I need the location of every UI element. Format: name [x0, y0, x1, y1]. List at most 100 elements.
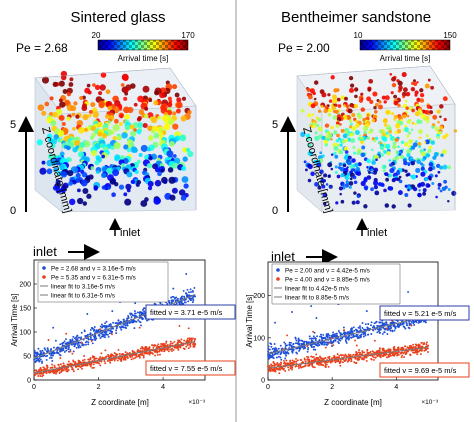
data-point	[307, 358, 310, 361]
data-point	[295, 357, 297, 360]
data-point	[81, 367, 83, 370]
particle	[385, 177, 389, 182]
data-point	[352, 326, 355, 329]
data-point	[386, 323, 388, 326]
data-point	[194, 338, 196, 340]
data-point	[73, 337, 76, 340]
particle	[126, 171, 133, 178]
data-point	[75, 365, 78, 368]
particle	[436, 135, 440, 140]
particle	[303, 160, 307, 164]
data-point	[34, 351, 37, 354]
particle	[404, 169, 408, 173]
particle	[327, 113, 332, 117]
data-point	[271, 354, 274, 356]
data-point	[187, 295, 190, 297]
particle	[110, 145, 115, 150]
data-point	[410, 349, 413, 352]
data-point	[356, 337, 359, 340]
data-point	[394, 327, 397, 330]
data-point	[190, 298, 193, 300]
data-point	[306, 350, 309, 353]
particle	[398, 179, 403, 184]
particle	[53, 167, 59, 172]
particle	[388, 173, 393, 178]
particle	[443, 117, 447, 122]
data-point	[284, 342, 287, 345]
data-point	[63, 350, 66, 353]
particle	[157, 171, 162, 177]
legend-entry: Pe = 5.35 and v = 6.31e-5 m/s	[51, 275, 136, 282]
data-point	[153, 344, 156, 347]
y-tick-label: 100	[253, 335, 265, 342]
particle	[50, 138, 58, 145]
particle	[340, 199, 345, 204]
data-point	[286, 334, 289, 337]
particle	[417, 183, 422, 188]
particle	[437, 120, 440, 124]
particle	[179, 134, 187, 142]
data-point	[273, 362, 276, 365]
data-point	[379, 328, 382, 331]
data-point	[316, 362, 319, 365]
data-point	[279, 363, 282, 366]
data-point	[361, 326, 364, 329]
data-point	[285, 359, 288, 362]
data-point	[129, 312, 132, 315]
particle	[371, 118, 376, 123]
particle	[381, 95, 386, 100]
particle	[397, 80, 403, 86]
particle	[388, 159, 391, 162]
data-point	[276, 349, 279, 352]
z-tick-0: 0	[10, 205, 16, 217]
particle	[356, 171, 362, 176]
data-point	[167, 350, 170, 353]
particle	[345, 138, 349, 142]
data-point	[52, 346, 55, 349]
particle	[99, 84, 106, 91]
data-point	[344, 338, 347, 341]
particle	[147, 180, 154, 187]
data-point	[100, 360, 103, 363]
particle	[114, 118, 119, 124]
data-point	[131, 355, 134, 358]
particle	[112, 136, 117, 141]
data-point	[65, 338, 67, 341]
legend-marker-red	[276, 277, 280, 281]
data-point	[314, 339, 317, 342]
particle	[320, 178, 325, 184]
data-point	[165, 340, 168, 343]
data-point	[90, 327, 93, 329]
data-point	[114, 322, 117, 325]
data-point	[102, 335, 105, 338]
particle	[59, 164, 65, 171]
particle	[343, 115, 348, 120]
particle	[407, 188, 410, 192]
data-point	[343, 354, 346, 357]
particle	[412, 186, 418, 192]
particle	[104, 114, 110, 119]
data-point	[72, 350, 75, 353]
particle	[307, 150, 313, 156]
particle	[86, 83, 91, 88]
data-point	[348, 357, 351, 360]
panel-title: Bentheimer sandstone	[281, 9, 431, 26]
data-point	[137, 319, 140, 322]
particle	[437, 182, 442, 187]
particle	[136, 117, 142, 122]
data-point	[287, 368, 290, 371]
particle	[435, 195, 438, 199]
data-point	[45, 372, 48, 375]
particle	[391, 112, 395, 116]
particle	[351, 112, 356, 118]
particle	[314, 182, 319, 187]
data-point	[69, 348, 72, 351]
particle	[431, 125, 435, 129]
data-point	[104, 349, 107, 352]
data-point	[350, 336, 353, 339]
particle	[154, 167, 160, 173]
data-point	[93, 357, 96, 360]
data-point	[407, 346, 410, 349]
particle	[389, 168, 395, 174]
particle	[323, 173, 328, 178]
